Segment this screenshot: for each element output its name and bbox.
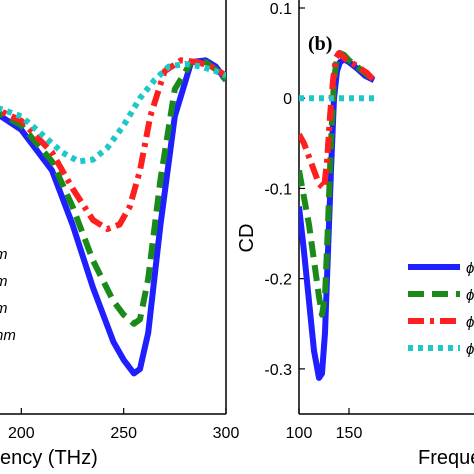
y-tick-label: 0	[283, 91, 292, 108]
series-line-1	[0, 57, 226, 377]
panel-b-label: (b)	[308, 33, 332, 55]
y-tick-label: -0.1	[264, 181, 292, 198]
x-tick-label: 100	[286, 425, 313, 442]
legend-label-3: ϕ	[466, 314, 474, 331]
y-tick-label: -0.3	[264, 362, 292, 379]
panel-a-x-axis-label: ency (THz)	[0, 447, 98, 469]
panel-b-x-axis-label: Freque	[418, 447, 474, 469]
legend-label-1: ϕ	[466, 260, 474, 277]
legend-label-3: 82nm	[0, 300, 8, 317]
y-tick-label: 0.1	[270, 1, 292, 18]
y-tick-label: -0.2	[264, 272, 292, 289]
legend-label-4: ϕ	[466, 341, 474, 358]
panel-b-y-axis-label: CD	[236, 224, 258, 253]
x-tick-label: 150	[336, 425, 363, 442]
series-line-3	[299, 50, 377, 192]
legend-label-4: 102nm	[0, 327, 16, 344]
panel-a: 200 250 300 ency (THz) 42nm 62nm 82nm 102nm	[0, 0, 239, 469]
series-line-3	[0, 57, 226, 232]
x-tick-label: 200	[8, 425, 35, 442]
x-tick-label: 250	[110, 425, 137, 442]
legend-label-1: 42nm	[0, 246, 8, 263]
legend-label-2: ϕ	[466, 287, 474, 304]
x-tick-label: 300	[213, 425, 240, 442]
series-line-2	[0, 59, 226, 327]
legend-label-2: 62nm	[0, 273, 8, 290]
